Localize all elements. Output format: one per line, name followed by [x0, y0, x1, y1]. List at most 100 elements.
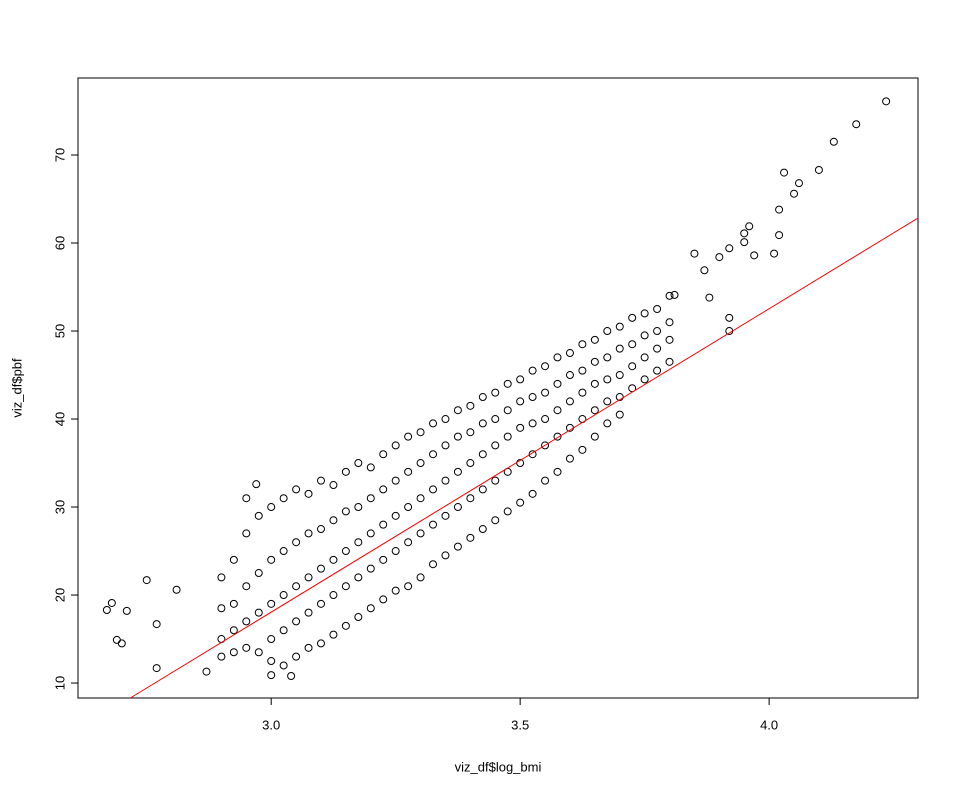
point [603, 419, 612, 428]
fit-line [130, 217, 919, 699]
point [341, 467, 350, 476]
point [603, 375, 612, 384]
point [366, 529, 375, 538]
x-tick-label: 3.0 [262, 717, 280, 732]
point [366, 604, 375, 613]
point [354, 459, 363, 468]
point [279, 494, 288, 503]
y-tick-label: 60 [52, 236, 67, 250]
point [528, 419, 537, 428]
point [565, 454, 574, 463]
point [329, 516, 338, 525]
point [366, 494, 375, 503]
point [316, 476, 325, 485]
point [578, 445, 587, 454]
point [615, 371, 624, 380]
point [553, 379, 562, 388]
point [541, 362, 550, 371]
point [242, 529, 251, 538]
point [453, 542, 462, 551]
point [404, 538, 413, 547]
y-tick-label: 10 [52, 676, 67, 690]
point [615, 410, 624, 419]
point [304, 489, 313, 498]
point [229, 599, 238, 608]
point [478, 419, 487, 428]
point [578, 340, 587, 349]
point [379, 595, 388, 604]
point [292, 582, 301, 591]
point [466, 494, 475, 503]
point [316, 599, 325, 608]
point [528, 366, 537, 375]
point [466, 459, 475, 468]
point [416, 529, 425, 538]
point [740, 238, 749, 247]
point [254, 569, 263, 578]
point [852, 120, 861, 129]
point [252, 480, 261, 489]
point [578, 388, 587, 397]
point [775, 231, 784, 240]
point [416, 494, 425, 503]
point [117, 639, 126, 648]
point [441, 415, 450, 424]
point [628, 362, 637, 371]
point [391, 511, 400, 520]
point [603, 353, 612, 362]
x-tick-label: 4.0 [760, 717, 778, 732]
point [404, 582, 413, 591]
point [503, 379, 512, 388]
point [202, 667, 211, 676]
point [565, 397, 574, 406]
point [770, 249, 779, 258]
point [441, 551, 450, 560]
point [279, 626, 288, 635]
point [725, 244, 734, 253]
point [429, 450, 438, 459]
point [354, 503, 363, 512]
point [267, 635, 276, 644]
point [715, 253, 724, 262]
point [391, 441, 400, 450]
point [541, 415, 550, 424]
point [653, 305, 662, 314]
y-tick-label: 20 [52, 588, 67, 602]
point [590, 432, 599, 441]
point [391, 547, 400, 556]
point [590, 379, 599, 388]
point [453, 503, 462, 512]
y-tick-label: 70 [52, 148, 67, 162]
point [379, 520, 388, 529]
point [217, 604, 226, 613]
point [665, 318, 674, 327]
point [102, 605, 111, 614]
point [142, 576, 151, 585]
y-axis-label: viz_df$pbf [9, 358, 24, 418]
point [329, 481, 338, 490]
point [107, 598, 116, 607]
point [516, 423, 525, 432]
point [229, 648, 238, 657]
point [229, 626, 238, 635]
point [379, 485, 388, 494]
point [725, 313, 734, 322]
y-tick-label: 40 [52, 412, 67, 426]
point [242, 494, 251, 503]
point [705, 293, 714, 302]
point [341, 621, 350, 630]
point [341, 507, 350, 516]
point [429, 419, 438, 428]
point [354, 573, 363, 582]
point [478, 393, 487, 402]
point [528, 489, 537, 498]
point [590, 335, 599, 344]
point [379, 450, 388, 459]
point [267, 555, 276, 564]
point [404, 432, 413, 441]
point [478, 485, 487, 494]
point [516, 498, 525, 507]
point [316, 525, 325, 534]
